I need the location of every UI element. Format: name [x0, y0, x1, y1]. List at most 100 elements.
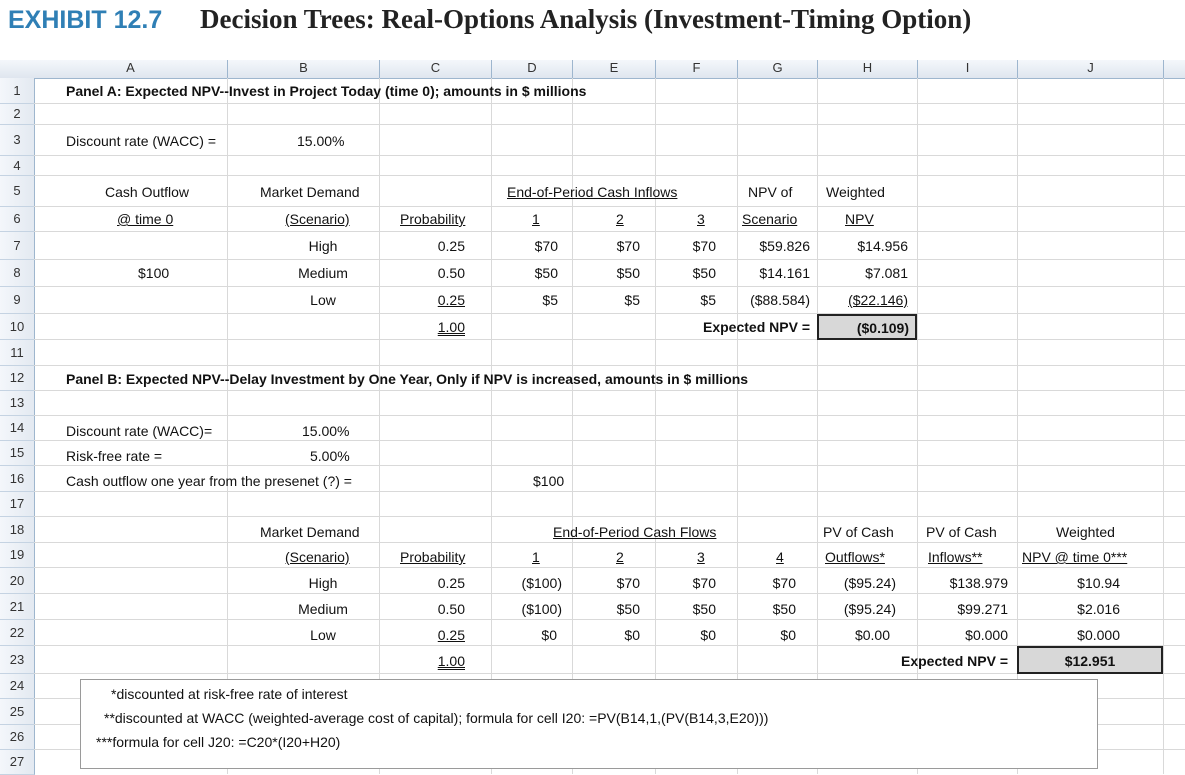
scenario-name[interactable]: High [308, 575, 338, 591]
npv-scenario-cell[interactable]: $59.826 [759, 238, 810, 254]
probability-cell[interactable]: 0.25 [437, 575, 465, 591]
scenario-name[interactable]: Low [310, 627, 336, 643]
column-header-e[interactable]: E [573, 60, 656, 79]
hdr-npv[interactable]: NPV [845, 211, 874, 227]
row-header[interactable]: 23 [0, 646, 35, 674]
panel-a-discount-label[interactable]: Discount rate (WACC) = [66, 133, 217, 149]
probability-cell[interactable]: 0.25 [437, 238, 465, 254]
flow-cell[interactable]: $0 [780, 627, 796, 643]
probability-total[interactable]: 1.00 [437, 653, 465, 669]
row-header[interactable]: 22 [0, 620, 35, 646]
hdr-period-1[interactable]: 1 [532, 549, 540, 565]
row-header[interactable]: 3 [0, 125, 35, 156]
hdr-scenario[interactable]: (Scenario) [285, 211, 350, 227]
row-header[interactable]: 27 [0, 750, 35, 775]
hdr-period-2[interactable]: 2 [616, 549, 624, 565]
row-header[interactable]: 9 [0, 287, 35, 314]
row-header[interactable]: 17 [0, 492, 35, 517]
row-header[interactable]: 7 [0, 232, 35, 260]
probability-cell[interactable]: 0.50 [437, 265, 465, 281]
inflow-cell[interactable]: $70 [692, 238, 716, 254]
hdr-probability[interactable]: Probability [400, 549, 466, 565]
hdr-period-1[interactable]: 1 [532, 211, 540, 227]
flow-cell[interactable]: $0 [624, 627, 640, 643]
hdr-time0[interactable]: @ time 0 [117, 211, 174, 227]
row-header[interactable]: 12 [0, 366, 35, 391]
panel-a-title[interactable]: Panel A: Expected NPV--Invest in Project… [66, 83, 587, 99]
hdr-period-4[interactable]: 4 [776, 549, 784, 565]
panel-a-discount-value[interactable]: 15.00% [297, 133, 345, 149]
panel-b-title[interactable]: Panel B: Expected NPV--Delay Investment … [66, 371, 749, 387]
row-header[interactable]: 13 [0, 391, 35, 416]
scenario-name[interactable]: High [308, 238, 338, 254]
column-header-f[interactable]: F [656, 60, 738, 79]
flow-cell[interactable]: ($100) [521, 575, 562, 591]
row-header[interactable]: 24 [0, 674, 35, 699]
weighted-npv-cell[interactable]: ($22.146) [848, 292, 908, 308]
column-header-j[interactable]: J [1018, 60, 1164, 79]
inflow-cell[interactable]: $50 [616, 265, 640, 281]
row-header[interactable]: 1 [0, 78, 35, 104]
flow-cell[interactable]: $70 [772, 575, 796, 591]
hdr-market-demand[interactable]: Market Demand [260, 184, 360, 200]
hdr-outflows[interactable]: Outflows* [825, 549, 885, 565]
inflow-cell[interactable]: $5 [542, 292, 558, 308]
pv-outflow-cell[interactable]: ($95.24) [843, 601, 896, 617]
row-header[interactable]: 10 [0, 314, 35, 340]
row-header[interactable]: 8 [0, 260, 35, 287]
row-header[interactable]: 6 [0, 207, 35, 232]
flow-cell[interactable]: ($100) [521, 601, 562, 617]
hdr-probability[interactable]: Probability [400, 211, 466, 227]
column-header-extra[interactable] [1164, 60, 1185, 79]
inflow-cell[interactable]: $5 [624, 292, 640, 308]
riskfree-value[interactable]: 5.00% [310, 448, 350, 464]
footnote-textbox[interactable]: *discounted at risk-free rate of interes… [80, 679, 1098, 769]
hdr-period-2[interactable]: 2 [616, 211, 624, 227]
outflow-value[interactable]: $100 [533, 473, 565, 489]
row-header[interactable]: 19 [0, 543, 35, 568]
row-header[interactable]: 4 [0, 156, 35, 176]
scenario-name[interactable]: Medium [298, 265, 348, 281]
column-header-d[interactable]: D [492, 60, 573, 79]
panel-a-expected-box[interactable]: ($0.109) [817, 314, 917, 340]
inflow-cell[interactable]: $50 [692, 265, 716, 281]
row-header[interactable]: 20 [0, 568, 35, 594]
flow-cell[interactable]: $0 [700, 627, 716, 643]
cash-outflow-value[interactable]: $100 [138, 265, 170, 281]
npv-scenario-cell[interactable]: $14.161 [759, 265, 810, 281]
riskfree-label[interactable]: Risk-free rate = [66, 448, 163, 464]
weighted-npv-cell[interactable]: $2.016 [1077, 601, 1120, 617]
weighted-npv-cell[interactable]: $7.081 [865, 265, 908, 281]
pv-inflow-cell[interactable]: $0.000 [965, 627, 1008, 643]
pv-inflow-cell[interactable]: $99.271 [957, 601, 1008, 617]
flow-cell[interactable]: $50 [616, 601, 640, 617]
panel-b-expected-label[interactable]: Expected NPV = [901, 653, 1008, 669]
hdr-inflows[interactable]: Inflows** [928, 549, 983, 565]
inflow-cell[interactable]: $70 [616, 238, 640, 254]
flow-cell[interactable]: $0 [541, 627, 557, 643]
hdr-period-3[interactable]: 3 [697, 211, 705, 227]
row-header[interactable]: 18 [0, 517, 35, 543]
column-header-b[interactable]: B [228, 60, 380, 79]
hdr-npv-of[interactable]: NPV of [748, 184, 793, 200]
weighted-npv-cell[interactable]: $10.94 [1077, 575, 1120, 591]
column-header-g[interactable]: G [738, 60, 818, 79]
pv-inflow-cell[interactable]: $138.979 [949, 575, 1008, 591]
probability-cell[interactable]: 0.25 [437, 627, 465, 643]
pv-outflow-cell[interactable]: ($95.24) [843, 575, 896, 591]
npv-scenario-cell[interactable]: ($88.584) [750, 292, 810, 308]
panel-a-expected-label[interactable]: Expected NPV = [703, 319, 810, 335]
weighted-npv-cell[interactable]: $14.956 [857, 238, 908, 254]
row-header[interactable]: 21 [0, 594, 35, 620]
row-header[interactable]: 11 [0, 340, 35, 366]
hdr-cash-flows[interactable]: End-of-Period Cash Flows [553, 524, 717, 540]
row-header[interactable]: 5 [0, 176, 35, 207]
probability-cell[interactable]: 0.25 [437, 292, 465, 308]
column-header-a[interactable]: A [34, 60, 228, 79]
hdr-weighted[interactable]: Weighted [826, 184, 885, 200]
column-header-h[interactable]: H [818, 60, 918, 79]
pv-outflow-cell[interactable]: $0.00 [854, 627, 890, 643]
panel-b-discount-label[interactable]: Discount rate (WACC)= [66, 423, 213, 439]
hdr-scenario[interactable]: (Scenario) [285, 549, 350, 565]
column-header-c[interactable]: C [380, 60, 492, 79]
